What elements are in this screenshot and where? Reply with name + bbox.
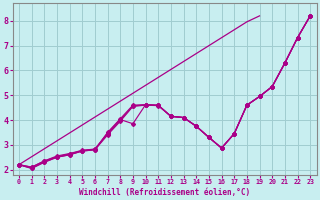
X-axis label: Windchill (Refroidissement éolien,°C): Windchill (Refroidissement éolien,°C) [79,188,250,197]
